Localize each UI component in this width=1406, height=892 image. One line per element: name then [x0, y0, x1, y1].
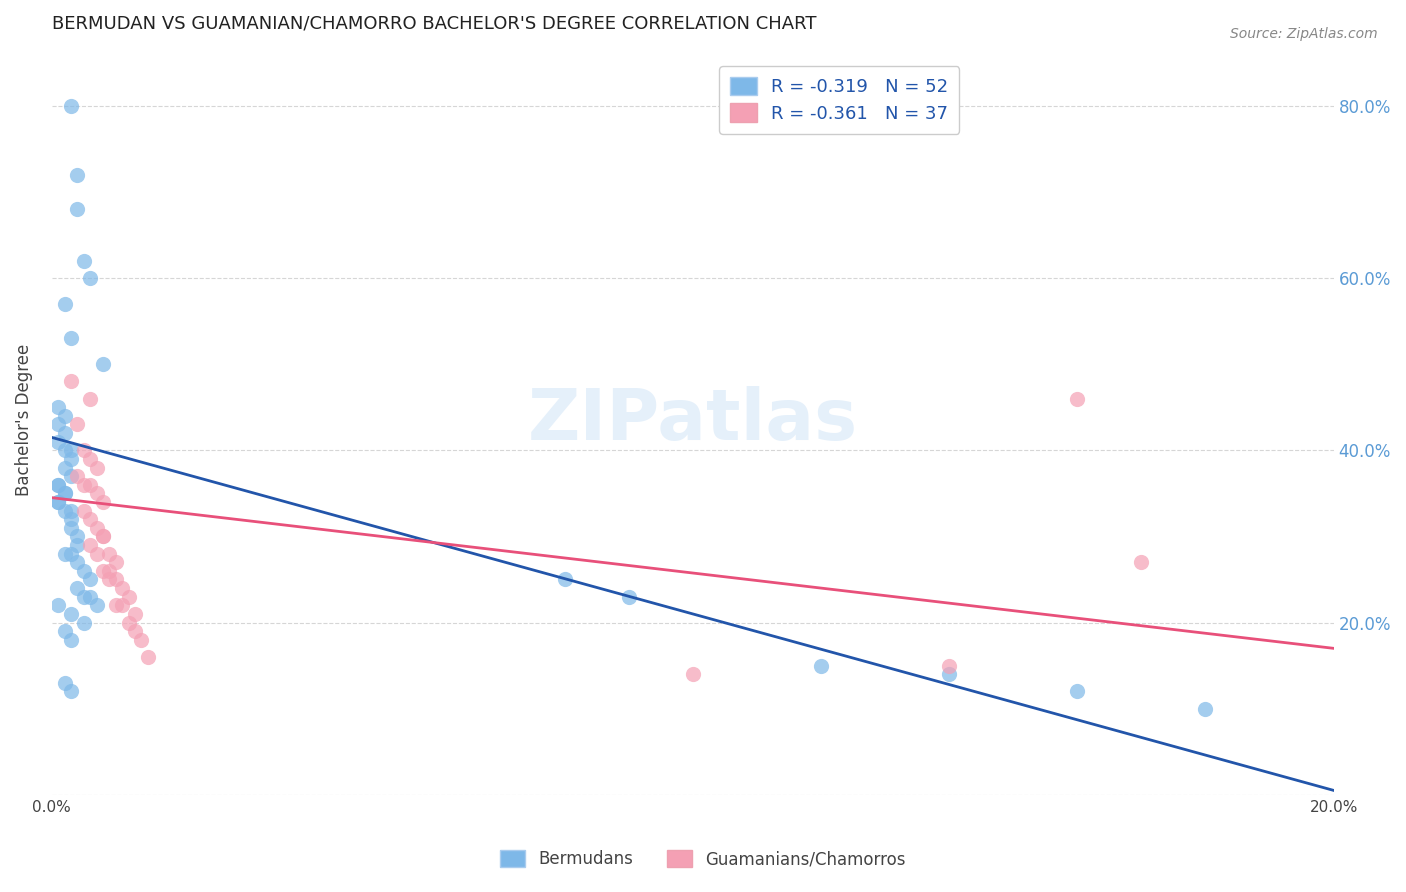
Point: [73, 615, 96, 630]
Point: [91, 529, 114, 543]
Point: [46, 477, 69, 491]
Point: [66, 555, 89, 569]
Legend: Bermudans, Guamanians/Chamorros: Bermudans, Guamanians/Chamorros: [494, 843, 912, 875]
Point: [124, 624, 146, 639]
Point: [118, 590, 141, 604]
Point: [46, 599, 69, 613]
Point: [553, 573, 575, 587]
Point: [73, 477, 96, 491]
Point: [86, 460, 108, 475]
Point: [98, 564, 121, 578]
Point: [73, 590, 96, 604]
Text: Source: ZipAtlas.com: Source: ZipAtlas.com: [1230, 27, 1378, 41]
Point: [131, 632, 153, 647]
Point: [59, 684, 82, 698]
Point: [136, 649, 159, 664]
Point: [59, 99, 82, 113]
Point: [59, 521, 82, 535]
Point: [104, 599, 127, 613]
Point: [46, 434, 69, 449]
Point: [59, 512, 82, 526]
Point: [59, 375, 82, 389]
Legend: R = -0.319   N = 52, R = -0.361   N = 37: R = -0.319 N = 52, R = -0.361 N = 37: [718, 66, 959, 134]
Point: [79, 573, 101, 587]
Point: [938, 658, 960, 673]
Point: [46, 495, 69, 509]
Point: [104, 573, 127, 587]
Point: [73, 503, 96, 517]
Point: [53, 486, 76, 500]
Point: [53, 409, 76, 423]
Point: [46, 495, 69, 509]
Point: [79, 392, 101, 406]
Point: [53, 297, 76, 311]
Point: [1066, 684, 1088, 698]
Point: [111, 599, 134, 613]
Point: [53, 486, 76, 500]
Point: [79, 512, 101, 526]
Point: [86, 547, 108, 561]
Point: [46, 477, 69, 491]
Point: [53, 675, 76, 690]
Point: [91, 529, 114, 543]
Point: [617, 590, 640, 604]
Point: [104, 555, 127, 569]
Point: [73, 253, 96, 268]
Point: [59, 469, 82, 483]
Point: [86, 486, 108, 500]
Point: [91, 495, 114, 509]
Point: [59, 547, 82, 561]
Point: [1194, 701, 1216, 715]
Point: [59, 443, 82, 458]
Point: [79, 451, 101, 466]
Point: [682, 667, 704, 681]
Y-axis label: Bachelor's Degree: Bachelor's Degree: [15, 344, 32, 496]
Point: [98, 547, 121, 561]
Point: [79, 271, 101, 285]
Point: [91, 357, 114, 371]
Point: [1130, 555, 1153, 569]
Point: [46, 417, 69, 432]
Point: [73, 564, 96, 578]
Text: BERMUDAN VS GUAMANIAN/CHAMORRO BACHELOR'S DEGREE CORRELATION CHART: BERMUDAN VS GUAMANIAN/CHAMORRO BACHELOR'…: [52, 15, 817, 33]
Point: [66, 581, 89, 595]
Point: [59, 331, 82, 345]
Point: [938, 667, 960, 681]
Point: [59, 632, 82, 647]
Point: [66, 417, 89, 432]
Point: [59, 607, 82, 621]
Point: [53, 547, 76, 561]
Point: [98, 573, 121, 587]
Point: [46, 401, 69, 415]
Point: [86, 599, 108, 613]
Point: [111, 581, 134, 595]
Point: [91, 564, 114, 578]
Point: [79, 477, 101, 491]
Point: [53, 624, 76, 639]
Point: [66, 529, 89, 543]
Point: [66, 168, 89, 182]
Point: [79, 590, 101, 604]
Point: [1066, 392, 1088, 406]
Point: [118, 615, 141, 630]
Point: [53, 443, 76, 458]
Point: [810, 658, 832, 673]
Point: [124, 607, 146, 621]
Point: [59, 503, 82, 517]
Point: [53, 426, 76, 441]
Text: ZIPatlas: ZIPatlas: [527, 385, 858, 455]
Point: [66, 202, 89, 217]
Point: [53, 460, 76, 475]
Point: [59, 451, 82, 466]
Point: [66, 538, 89, 552]
Point: [66, 469, 89, 483]
Point: [53, 503, 76, 517]
Point: [86, 521, 108, 535]
Point: [79, 538, 101, 552]
Point: [73, 443, 96, 458]
